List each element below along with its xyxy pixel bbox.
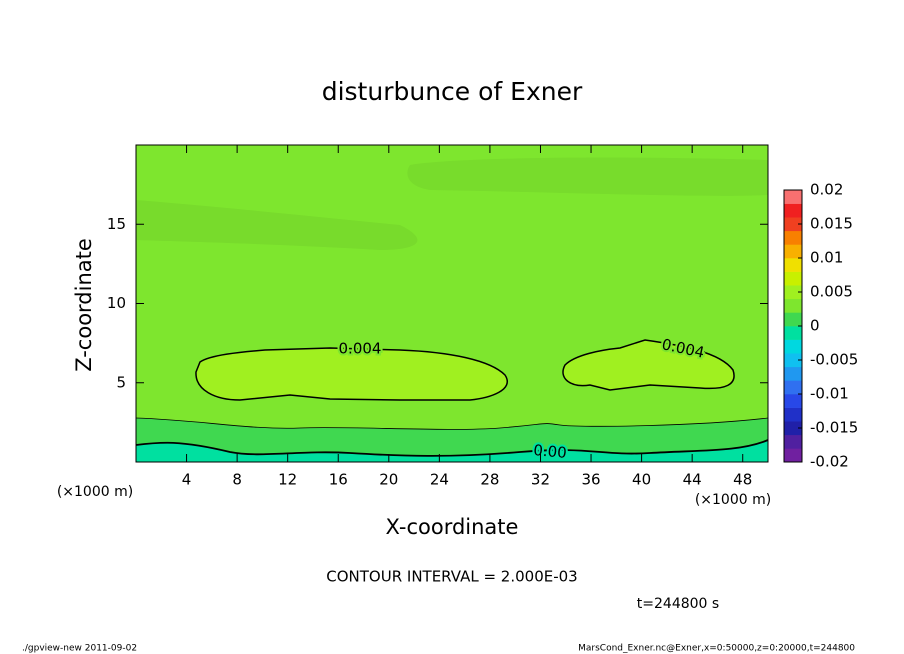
colorbar-swatch	[784, 366, 802, 381]
x-tick-label: 44	[683, 471, 702, 489]
colorbar-swatch	[784, 339, 802, 354]
contour-label: 0.004	[339, 340, 382, 358]
x-unit-label: (×1000 m)	[57, 484, 133, 500]
time-label: t=244800 s	[637, 596, 719, 612]
colorbar-swatch	[784, 421, 802, 436]
x-tick-label: 36	[581, 471, 600, 489]
colorbar-swatch	[784, 380, 802, 395]
colorbar-swatch	[784, 434, 802, 449]
y-tick-label: 10	[107, 294, 126, 312]
colorbar-tick-label: 0.01	[810, 249, 843, 267]
contour-fill	[136, 418, 768, 462]
contour-fill	[407, 157, 768, 196]
colorbar-swatch	[784, 326, 802, 340]
colorbar-tick-label: -0.02	[810, 453, 849, 471]
x-tick-label: 32	[531, 471, 550, 489]
colorbar-swatch	[784, 271, 802, 286]
colorbar-swatch	[784, 244, 802, 259]
chart-title: disturbunce of Exner	[322, 77, 583, 106]
colorbar-swatch	[784, 285, 802, 300]
contour-line	[135, 439, 769, 457]
contour-fill	[136, 145, 768, 462]
x-tick-label: 4	[182, 471, 192, 489]
colorbar-swatch	[784, 353, 802, 368]
x-tick-label: 40	[632, 471, 651, 489]
y-tick-label: 5	[116, 373, 126, 391]
y-axis-label: Z-coordinate	[72, 238, 96, 372]
colorbar-tick-label: 0.005	[810, 283, 853, 301]
contour-line	[135, 417, 769, 430]
footer-left: ./gpview-new 2011-09-02	[22, 644, 137, 654]
colorbar-swatch	[784, 312, 802, 327]
colorbar-swatch	[784, 448, 802, 463]
colorbar-tick-label: 0.02	[810, 181, 843, 199]
colorbar-swatch	[784, 258, 802, 272]
x-tick-label: 20	[379, 471, 398, 489]
y-tick-label: 15	[107, 215, 126, 233]
colorbar-swatch	[784, 217, 802, 232]
x-tick-label: 8	[232, 471, 242, 489]
colorbar-swatch	[784, 190, 802, 204]
x-tick-label: 24	[430, 471, 449, 489]
x-tick-label: 48	[733, 471, 752, 489]
x-tick-label: 28	[480, 471, 499, 489]
contour-interval: CONTOUR INTERVAL = 2.000E-03	[326, 568, 577, 586]
footer-right: MarsCond_Exner.nc@Exner,x=0:50000,z=0:20…	[578, 644, 855, 654]
x-axis-label: X-coordinate	[386, 515, 519, 539]
colorbar-swatch	[784, 298, 802, 313]
colorbar-tick-label: -0.015	[810, 419, 858, 437]
colorbar-swatch	[784, 203, 802, 218]
colorbar-tick-label: -0.005	[810, 351, 858, 369]
contour-region	[195, 347, 508, 401]
colorbar-swatch	[784, 230, 802, 245]
contour-label: 0.00	[533, 441, 568, 462]
x-tick-label: 12	[278, 471, 297, 489]
x-unit-label: (×1000 m)	[695, 492, 771, 508]
colorbar-swatch	[784, 394, 802, 408]
contour-fill	[136, 200, 418, 250]
contour-region	[562, 339, 735, 391]
contour-fill	[136, 440, 768, 462]
x-tick-label: 16	[329, 471, 348, 489]
colorbar-tick-label: 0.015	[810, 215, 853, 233]
colorbar-tick-label: -0.01	[810, 385, 849, 403]
colorbar-tick-label: 0	[810, 317, 820, 335]
colorbar-swatch	[784, 407, 802, 422]
